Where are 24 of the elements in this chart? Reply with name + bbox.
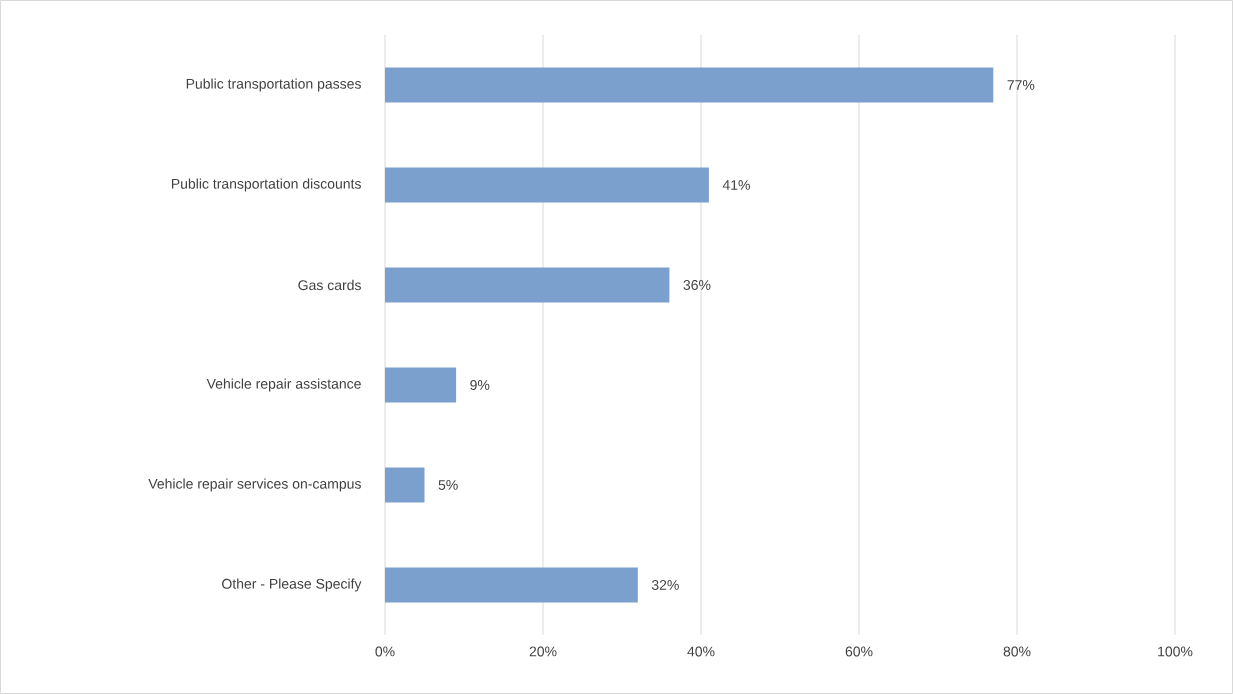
bar [385, 167, 709, 203]
y-tick-label: Public transportation passes [186, 78, 361, 92]
bar [385, 267, 670, 303]
bar [385, 567, 638, 603]
bar [385, 367, 457, 403]
x-tick-label: 0% [375, 646, 395, 657]
data-label: 9% [470, 380, 490, 390]
x-tick-label: 100% [1158, 646, 1193, 657]
data-label: 32% [651, 580, 679, 590]
y-tick-label: Vehicle repair services on-campus [148, 478, 361, 492]
data-label: 77% [1007, 80, 1035, 90]
bar [385, 67, 994, 103]
y-tick-label: Vehicle repair assistance [206, 378, 361, 392]
y-tick-label: Public transportation discounts [171, 178, 361, 192]
x-tick-label: 80% [1003, 646, 1031, 657]
bar [385, 467, 425, 503]
x-tick-label: 60% [845, 646, 873, 657]
x-tick-label: 40% [687, 646, 715, 657]
y-tick-label: Other - Please Specify [222, 578, 362, 592]
data-label: 36% [683, 280, 711, 290]
data-label: 5% [438, 480, 458, 490]
x-tick-label: 20% [529, 646, 557, 657]
data-label: 41% [722, 180, 750, 190]
y-tick-label: Gas cards [298, 279, 361, 291]
